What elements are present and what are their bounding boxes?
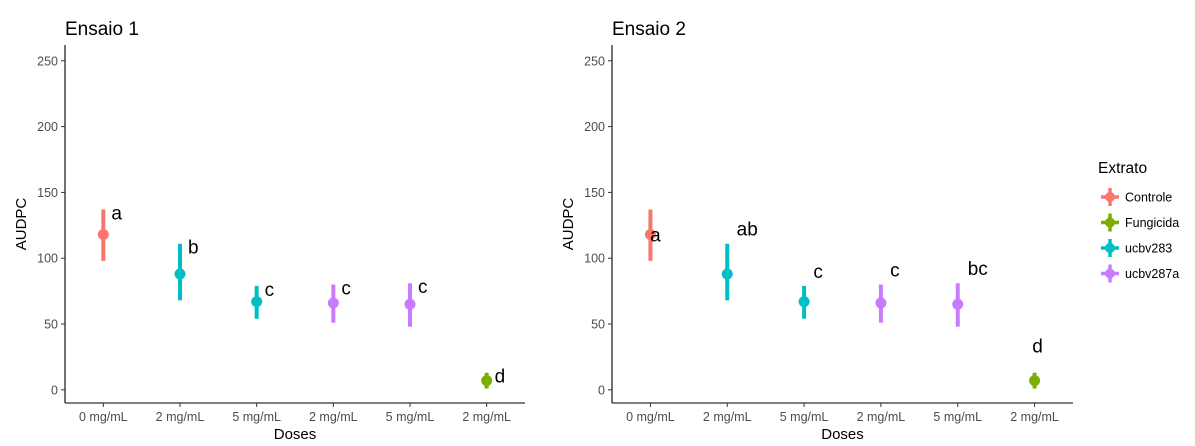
x-tick-label: 2 mg/mL	[857, 410, 906, 424]
significance-label: a	[650, 226, 661, 247]
x-tick-label: 2 mg/mL	[309, 410, 358, 424]
data-point	[1029, 375, 1041, 387]
y-tick-label: 250	[584, 54, 605, 68]
significance-label: b	[188, 238, 199, 259]
data-point	[798, 296, 810, 308]
significance-label: c	[890, 261, 900, 282]
x-tick-label: 2 mg/mL	[703, 410, 752, 424]
y-tick-label: 200	[37, 120, 58, 134]
y-tick-label: 200	[584, 120, 605, 134]
legend-key-point	[1105, 192, 1115, 202]
y-tick-label: 50	[591, 318, 605, 332]
data-point	[404, 298, 416, 310]
y-tick-label: 150	[37, 186, 58, 200]
x-tick-label: 2 mg/mL	[462, 410, 511, 424]
x-tick-label: 2 mg/mL	[1010, 410, 1059, 424]
significance-label: c	[418, 277, 428, 298]
x-tick-label: 5 mg/mL	[232, 410, 281, 424]
legend-item-label: ucbv287a	[1125, 267, 1179, 281]
panel-title-1: Ensaio 1	[65, 19, 139, 40]
y-tick-label: 150	[584, 186, 605, 200]
data-point	[875, 297, 887, 309]
legend-key-point	[1105, 268, 1115, 279]
legend-key-point	[1105, 243, 1115, 253]
panel-title-2: Ensaio 2	[612, 19, 686, 40]
x-tick-label: 2 mg/mL	[156, 410, 205, 424]
significance-label: d	[495, 367, 506, 388]
y-tick-label: 100	[584, 252, 605, 266]
x-tick-label: 5 mg/mL	[780, 410, 829, 424]
y-tick-label: 250	[37, 54, 58, 68]
x-axis-title: Doses	[274, 426, 317, 441]
data-point	[174, 268, 186, 280]
legend-item-label: Controle	[1125, 191, 1172, 205]
legend-title: Extrato	[1098, 160, 1147, 177]
significance-label: c	[265, 280, 275, 301]
x-axis-title: Doses	[821, 426, 864, 441]
y-tick-label: 50	[44, 318, 58, 332]
significance-label: ab	[737, 220, 758, 241]
data-point	[97, 229, 109, 241]
legend-item-label: Fungicida	[1125, 216, 1179, 230]
significance-label: c	[813, 262, 823, 283]
y-tick-label: 0	[598, 383, 605, 397]
data-point	[644, 229, 656, 241]
data-point	[952, 298, 964, 310]
data-point	[251, 296, 263, 308]
significance-label: bc	[968, 259, 988, 280]
x-tick-label: 0 mg/mL	[626, 410, 675, 424]
y-axis-title: AUDPC	[13, 198, 30, 251]
significance-label: d	[1032, 337, 1043, 358]
y-axis-title: AUDPC	[560, 198, 577, 251]
legend-key-point	[1105, 217, 1115, 228]
data-point	[481, 375, 493, 387]
x-tick-label: 0 mg/mL	[79, 410, 128, 424]
legend-item-label: ucbv283	[1125, 242, 1172, 256]
y-tick-label: 100	[37, 252, 58, 266]
data-point	[327, 297, 339, 309]
x-tick-label: 5 mg/mL	[933, 410, 982, 424]
x-tick-label: 5 mg/mL	[386, 410, 435, 424]
significance-label: c	[341, 279, 351, 300]
significance-label: a	[111, 204, 122, 225]
y-tick-label: 0	[51, 383, 58, 397]
data-point	[721, 268, 733, 280]
